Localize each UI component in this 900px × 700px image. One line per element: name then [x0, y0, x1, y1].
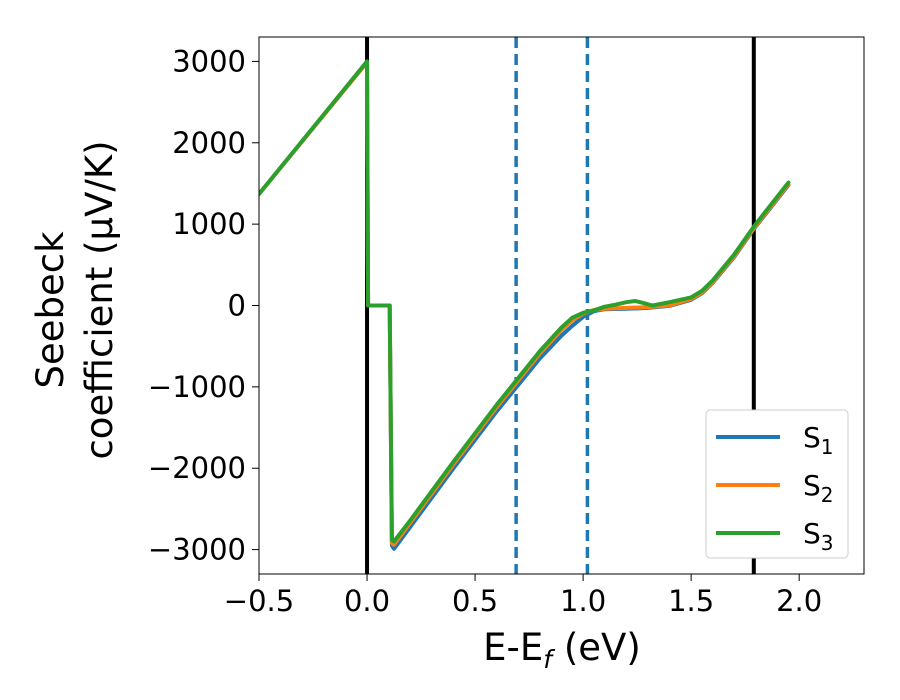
series-lines: [259, 59, 791, 551]
legend-label-sub: 3: [821, 531, 834, 555]
y-tick-label: −2000: [148, 451, 246, 485]
x-tick-label: 1.5: [668, 584, 714, 618]
legend-label-s1: S1: [803, 421, 834, 459]
y-tick-label: 2000: [172, 126, 246, 160]
x-tick-label: 0.0: [344, 584, 390, 618]
x-tick-label: −0.5: [224, 584, 294, 618]
legend-label-sub: 1: [821, 435, 834, 459]
legend-label-s2: S2: [803, 469, 834, 507]
y-tick-label: −3000: [148, 533, 246, 567]
y-axis-title-line2: coefficient (μV/K): [78, 140, 121, 459]
y-axis-title-line1: Seebeck: [29, 231, 72, 389]
x-tick-label: 1.0: [560, 584, 606, 618]
y-tick-label: 3000: [172, 44, 246, 78]
x-axis-title-main: E-E: [483, 626, 543, 669]
y-axis-ticks: −3000 −2000 −1000 0 1000 2000 3000: [148, 44, 259, 567]
legend-label-main: S: [803, 517, 821, 550]
x-axis-ticks: −0.5 0.0 0.5 1.0 1.5 2.0: [224, 574, 822, 618]
y-tick-label: 0: [228, 289, 246, 323]
legend-label-s3: S3: [803, 517, 834, 555]
legend-label-main: S: [803, 469, 821, 502]
legend-label-main: S: [803, 421, 821, 454]
x-tick-label: 2.0: [776, 584, 822, 618]
x-tick-label: 0.5: [452, 584, 498, 618]
x-axis-title-unit: (eV): [552, 626, 641, 669]
y-tick-label: −1000: [148, 370, 246, 404]
x-axis-title: E-Ef (eV): [483, 626, 641, 674]
y-tick-label: 1000: [172, 207, 246, 241]
series-line-s3: [259, 59, 791, 544]
legend-label-sub: 2: [821, 483, 834, 507]
